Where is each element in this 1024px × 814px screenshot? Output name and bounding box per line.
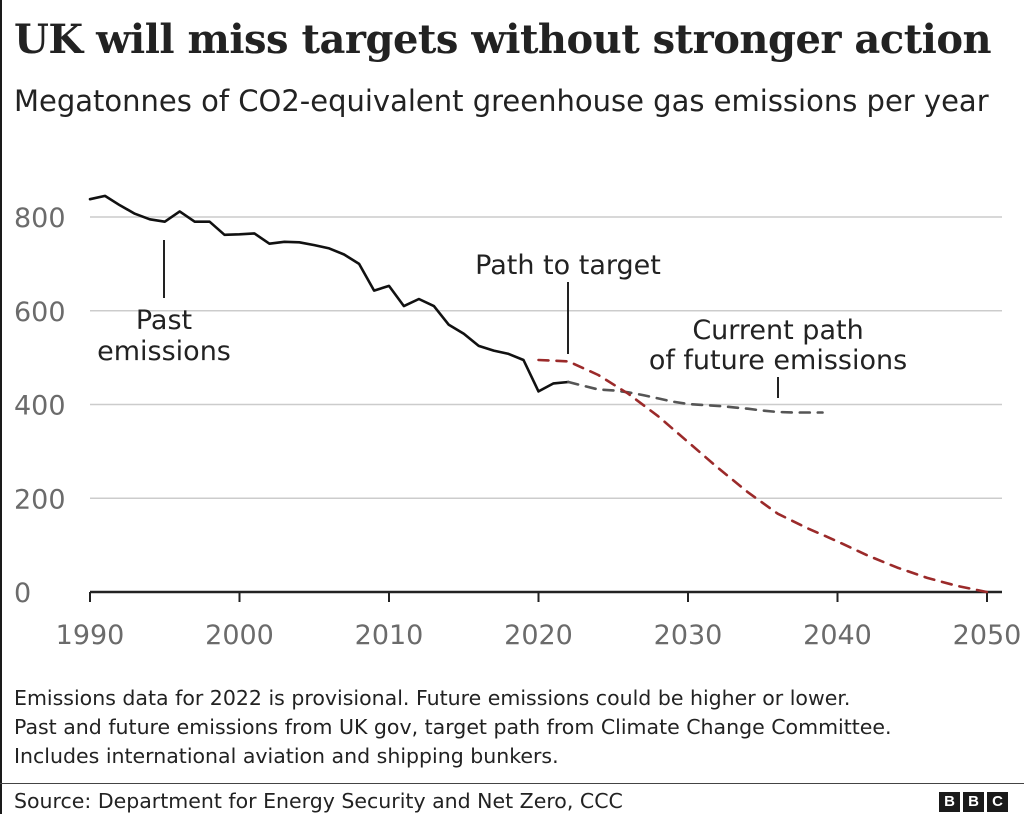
- annotation-current-line2: of future emissions: [649, 345, 907, 376]
- chart-title: UK will miss targets without stronger ac…: [14, 16, 992, 63]
- logo-letter: C: [987, 792, 1008, 812]
- x-tick-label: 1990: [56, 620, 125, 651]
- chart-notes: Emissions data for 2022 is provisional. …: [14, 684, 1014, 771]
- current-path-line: [567, 380, 824, 414]
- source-credit: Source: Department for Energy Security a…: [14, 789, 623, 813]
- x-tick-label: 2000: [205, 620, 274, 651]
- past-emissions-line: [88, 194, 570, 393]
- x-tick-label: 2030: [654, 620, 723, 651]
- annotation-current-line1: Current path: [692, 315, 863, 346]
- logo-letter: B: [963, 792, 984, 812]
- note-line: Includes international aviation and ship…: [14, 744, 559, 768]
- note-line: Past and future emissions from UK gov, t…: [14, 715, 892, 739]
- x-tick-label: 2040: [803, 620, 872, 651]
- y-tick-label: 600: [14, 297, 66, 328]
- footer-divider: [0, 783, 1024, 784]
- bbc-logo: B B C: [939, 792, 1008, 812]
- annotation-target: Path to target: [475, 250, 661, 281]
- frame-border: [0, 0, 2, 814]
- y-tick-label: 200: [14, 484, 66, 515]
- target-path-line: [537, 358, 989, 594]
- x-tick-label: 2050: [953, 620, 1022, 651]
- annotation-past-line2: emissions: [97, 336, 231, 367]
- note-line: Emissions data for 2022 is provisional. …: [14, 686, 851, 710]
- y-tick-label: 400: [14, 391, 66, 422]
- x-tick-label: 2010: [355, 620, 424, 651]
- logo-letter: B: [939, 792, 960, 812]
- y-tick-label: 800: [14, 203, 66, 234]
- chart-subtitle: Megatonnes of CO2-equivalent greenhouse …: [14, 84, 989, 118]
- y-tick-label: 0: [14, 578, 31, 609]
- annotation-past-line1: Past: [136, 305, 192, 336]
- x-tick-label: 2020: [504, 620, 573, 651]
